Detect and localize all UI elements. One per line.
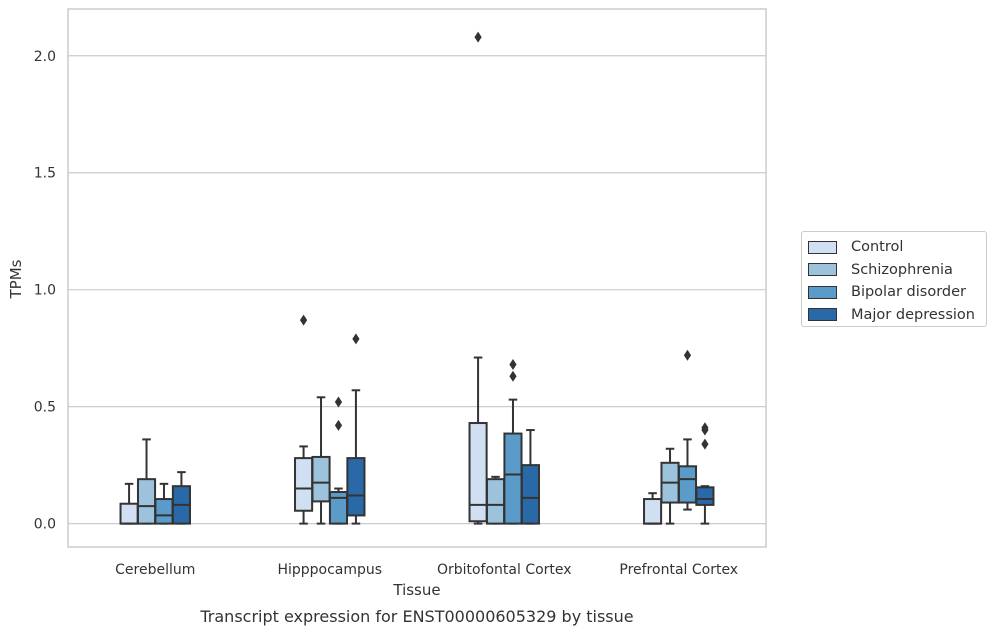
legend: Control Schizophrenia Bipolar disorder Majo…: [801, 231, 987, 327]
box-iqr: [119, 502, 139, 525]
box-major-depression: [346, 333, 366, 525]
outlier-point: [474, 31, 482, 43]
x-tick-label: Cerebellum: [115, 562, 195, 578]
x-tick-label: Orbitofontal Cortex: [437, 562, 572, 578]
box-major-depression: [520, 429, 540, 525]
box-iqr: [328, 491, 349, 525]
legend-label: Control: [851, 239, 904, 256]
box-iqr: [136, 478, 157, 525]
plot-area-frame: [67, 8, 767, 548]
y-tick-label: 0.0: [34, 517, 56, 533]
box-iqr: [643, 498, 663, 525]
y-tick-label: 0.5: [34, 400, 56, 416]
legend-item: Schizophrenia: [808, 259, 980, 282]
outlier-point: [683, 349, 692, 361]
outlier-point: [334, 396, 343, 408]
box-control: [468, 31, 488, 525]
box-schizophrenia: [660, 447, 680, 525]
box-iqr: [154, 498, 174, 525]
grid-lines: [68, 55, 766, 525]
y-tick-label: 2.0: [34, 49, 56, 65]
box-iqr: [695, 486, 715, 506]
box-bipolar-disorder: [328, 396, 349, 525]
boxes: [119, 31, 715, 525]
y-tick-label: 1.0: [34, 283, 56, 299]
box-control: [643, 492, 663, 525]
box-schizophrenia: [485, 475, 506, 525]
box-schizophrenia: [136, 438, 157, 525]
chart-caption: Transcript expression for ENST0000060532…: [199, 607, 633, 626]
outlier-point: [299, 314, 308, 326]
box-major-depression: [171, 471, 191, 525]
legend-swatch: [808, 240, 837, 254]
outlier-point: [509, 370, 517, 382]
outlier-point: [701, 438, 709, 450]
x-axis-ticks: Cerebellum Hipppocampus Orbitofontal Corte…: [115, 562, 738, 578]
legend-item: Major depression: [808, 304, 980, 327]
box-iqr: [503, 432, 523, 525]
legend-item: Bipolar disorder: [808, 281, 980, 304]
box-iqr: [294, 457, 314, 512]
box-iqr: [468, 422, 488, 523]
y-axis-ticks: 0.0 0.5 1.0 1.5 2.0: [34, 49, 56, 533]
box-bipolar-disorder: [503, 359, 523, 525]
box-control: [119, 482, 139, 525]
y-tick-label: 1.5: [34, 166, 56, 182]
outlier-point: [352, 333, 360, 345]
y-axis-label: TPMs: [7, 259, 25, 299]
box-iqr: [311, 455, 331, 503]
legend-swatch: [808, 285, 837, 299]
box-iqr: [485, 478, 506, 525]
x-tick-label: Hipppocampus: [277, 562, 382, 578]
box-bipolar-disorder: [677, 349, 698, 511]
legend-label: Bipolar disorder: [851, 284, 966, 301]
box-control: [294, 314, 314, 525]
box-iqr: [520, 464, 540, 525]
outlier-point: [509, 359, 517, 371]
outlier-point: [701, 422, 709, 434]
box-major-depression: [695, 422, 715, 525]
x-tick-label: Prefrontal Cortex: [619, 562, 738, 578]
x-axis-label: Tissue: [392, 581, 440, 599]
legend-item: Control: [808, 236, 980, 259]
legend-swatch: [808, 263, 837, 277]
outlier-point: [334, 419, 343, 431]
legend-label: Major depression: [851, 306, 975, 323]
box-iqr: [346, 457, 366, 517]
box-schizophrenia: [311, 396, 331, 525]
box-bipolar-disorder: [154, 482, 174, 525]
legend-label: Schizophrenia: [851, 261, 953, 278]
legend-swatch: [808, 308, 837, 322]
box-iqr: [677, 465, 698, 504]
